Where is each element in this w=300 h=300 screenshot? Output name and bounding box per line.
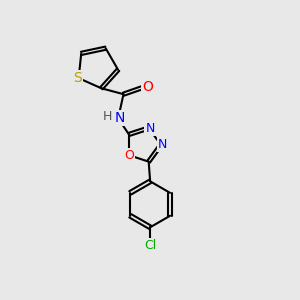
Text: N: N — [115, 111, 125, 125]
Text: O: O — [124, 149, 134, 162]
Text: H: H — [103, 110, 112, 123]
Text: N: N — [146, 122, 155, 134]
Text: S: S — [73, 71, 82, 85]
Text: Cl: Cl — [144, 239, 156, 252]
Text: N: N — [158, 138, 167, 151]
Text: O: O — [142, 80, 153, 94]
